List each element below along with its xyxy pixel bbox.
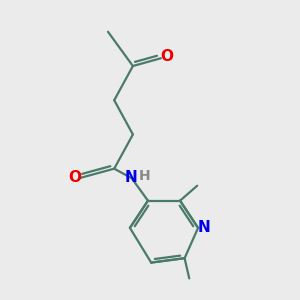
Text: O: O <box>68 170 81 185</box>
Text: H: H <box>139 169 151 183</box>
Text: O: O <box>160 49 173 64</box>
Text: N: N <box>197 220 210 236</box>
Text: N: N <box>125 169 137 184</box>
